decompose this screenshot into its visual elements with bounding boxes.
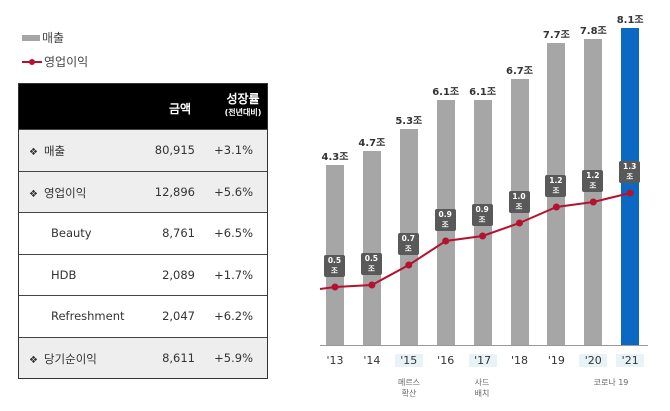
legend-revenue-label: 매출 [42,31,65,45]
x-tick-label: '19 [547,354,565,367]
x-tick-label: '20 [579,354,608,367]
header-growth-label: 성장률 [226,92,260,106]
row-name: Beauty [51,226,92,240]
header-growth: 성장률 (전년대비) [219,93,267,119]
bar-swatch-icon [22,34,40,41]
event-annotation: 사드 배치 [474,378,490,398]
op-profit-value-label: 0.9조 [471,204,493,226]
revenue-bar [584,39,603,345]
revenue-value-label: 5.3조 [395,116,423,128]
table-header: 금액 성장률 (전년대비) [19,84,267,129]
op-profit-value-label: 1.3조 [619,161,641,183]
op-profit-value-label: 1.2조 [582,170,604,192]
legend-op-profit-label: 영업이익 [44,55,89,69]
revenue-value-label: 7.7조 [542,29,570,41]
x-tick-label: '15 [394,354,423,367]
row-growth: +5.6% [214,184,253,199]
legend-op-profit: 영업이익 [22,53,88,70]
op-profit-value-label: 0.5조 [360,253,382,275]
x-tick-label: '13 [326,354,344,367]
op-profit-value-label: 0.5조 [324,255,345,277]
row-amount: 12,896 [154,184,195,199]
revenue-bar [621,28,640,345]
table-row-op-profit: ❖ 영업이익 12,896 +5.6% [19,170,267,212]
x-tick-label: '18 [510,354,529,367]
row-name: Refreshment [51,309,125,323]
row-amount: 2,047 [162,309,195,323]
diamond-bullet-icon: ❖ [29,147,38,158]
row-name: HDB [51,267,77,282]
op-profit-value-label: 0.9조 [434,209,456,231]
event-annotation: 코로나 19 [593,378,629,387]
table-row-refreshment: Refreshment 2,047 +6.2% [19,295,267,337]
x-axis-line [320,345,648,346]
row-amount: 80,915 [154,143,195,157]
row-name: 매출 [43,144,66,158]
diamond-bullet-icon: ❖ [29,188,38,200]
row-name: 당기순이익 [43,351,97,366]
revenue-value-label: 8.1조 [616,15,644,27]
op-profit-value-label: 1.2조 [545,175,567,197]
line-marker-swatch-icon [22,57,42,67]
revenue-value-label: 6.1조 [469,87,497,99]
op-profit-value-label: 1.0조 [508,191,530,213]
revenue-bar [362,150,381,345]
revenue-value-label: 4.7조 [358,137,386,149]
revenue-value-label: 7.8조 [579,26,607,38]
legend-revenue: 매출 [22,29,64,46]
x-tick-label: '16 [437,354,455,367]
row-growth: +5.9% [214,350,253,365]
revenue-value-label: 4.3조 [321,152,349,164]
table-row-hdb: HDB 2,089 +1.7% [19,253,267,296]
event-annotation: 메르스 확산 [397,378,421,398]
row-amount: 8,611 [162,350,195,365]
financial-summary-table: 금액 성장률 (전년대비) ❖ 매출 80,915 +3.1% ❖ 영업이익 12,… [18,83,268,379]
revenue-value-label: 6.7조 [506,65,533,77]
table-row-net-income: ❖ 당기순이익 8,611 +5.9% [19,336,267,378]
row-growth: +1.7% [214,267,253,282]
row-amount: 2,089 [162,267,195,282]
header-amount: 금액 [169,102,192,116]
table-row-beauty: Beauty 8,761 +6.5% [19,212,267,254]
row-growth: +3.1% [214,143,253,157]
row-name: 영업이익 [43,185,87,200]
x-tick-label: '14 [363,354,381,367]
row-growth: +6.2% [214,309,253,323]
table-row-revenue: ❖ 매출 80,915 +3.1% [19,129,267,171]
x-tick-label: '17 [468,354,497,367]
row-growth: +6.5% [214,226,253,240]
op-profit-value-label: 0.7조 [397,233,419,255]
row-amount: 8,761 [162,226,195,240]
diamond-bullet-icon: ❖ [29,354,38,366]
revenue-value-label: 6.1조 [432,87,460,99]
header-growth-sub: (전년대비) [224,108,262,117]
x-tick-label: '21 [616,354,645,367]
